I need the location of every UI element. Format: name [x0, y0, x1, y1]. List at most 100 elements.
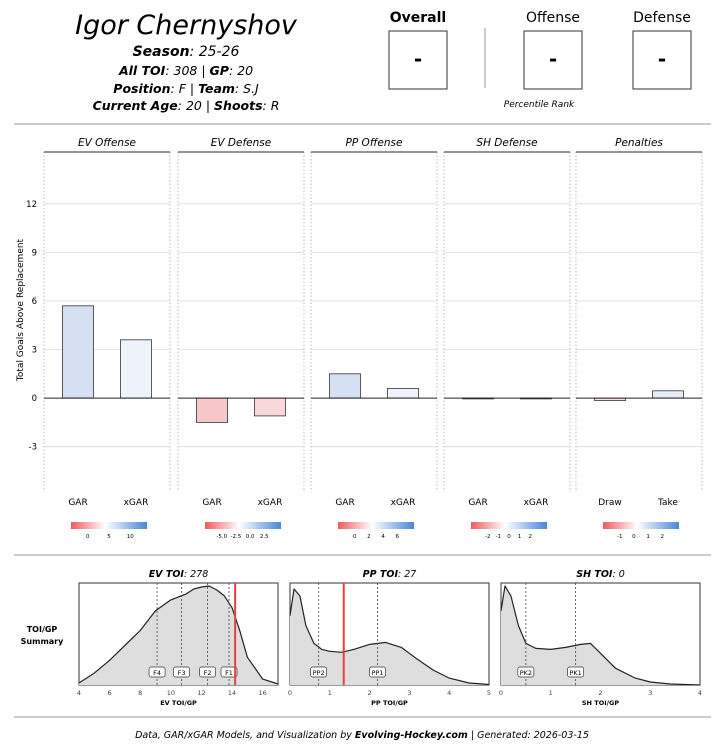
legend-tick-label: 1	[518, 534, 522, 540]
toi-summary-label: TOI/GP	[27, 625, 58, 634]
gar-panel-sh-defense: SH Defense GAR xGAR	[443, 137, 571, 508]
x-tick-label: GAR	[335, 498, 354, 508]
line-label: F4	[153, 669, 161, 677]
legend-tick-label: 0	[632, 534, 636, 540]
gar-legends: 0 5 10 -5.0 -2.5 0.0 2.5 0 2 4 6 -2 -1 0 1 2 -1 0 1 2	[71, 522, 679, 540]
bar-xgar	[254, 397, 286, 417]
bar-take	[652, 390, 684, 399]
x-tick-label: GAR	[468, 498, 487, 508]
line-label-box	[567, 666, 584, 678]
panel-title: EV Defense	[211, 137, 271, 149]
line-label: PP1	[372, 669, 384, 677]
legend-tick-label: 2	[367, 534, 371, 540]
x-tick-label: 1	[328, 689, 332, 697]
offense-value: -	[549, 47, 557, 71]
gar-panel-pp-offense: PP Offense GAR xGAR	[310, 137, 438, 508]
panel-background	[576, 152, 702, 492]
x-tick-label: 0	[499, 689, 503, 697]
bar-gar	[196, 397, 228, 423]
legend-tick-label: 2.5	[260, 534, 269, 540]
panel-title: PP Offense	[346, 137, 403, 149]
legend-tick-label: -2	[485, 534, 490, 540]
legend-colorbar	[471, 522, 547, 529]
toi-panel-sh-toi: SH TOI: 0 PK2 PK1 0 1 2 3 4 SH TOI/GP	[499, 569, 702, 707]
line-label-box	[148, 666, 166, 678]
toi-title-value: : 0	[612, 569, 624, 580]
line-label-box	[173, 666, 190, 678]
x-tick-label: xGAR	[524, 498, 549, 508]
toi-title-value: : 278	[184, 569, 208, 580]
x-tick-label: Take	[657, 498, 678, 508]
defense-box	[632, 30, 692, 90]
overall-value: -	[414, 47, 422, 71]
overall-box	[388, 30, 448, 90]
defense-label: Defense	[633, 10, 691, 26]
gar-panel-penalties: Penalties Draw Take	[575, 137, 703, 508]
density-curve	[78, 585, 279, 685]
panel-background	[178, 152, 304, 492]
panel-title: SH Defense	[476, 137, 537, 149]
x-tick-label: Draw	[598, 498, 622, 508]
x-axis-label: EV TOI/GP	[160, 699, 197, 707]
percentile-caption: Percentile Rank	[504, 100, 575, 110]
x-tick-label: xGAR	[391, 498, 416, 508]
panel-background	[444, 152, 570, 492]
legend-tick-label: 0	[507, 534, 511, 540]
x-tick-label: xGAR	[258, 498, 283, 508]
legend-colorbar	[205, 522, 281, 529]
defense-value: -	[658, 47, 666, 71]
x-tick-label: 14	[228, 689, 236, 697]
overall-label: Overall	[390, 10, 446, 26]
x-tick-label: 12	[197, 689, 205, 697]
x-axis-label: PP TOI/GP	[371, 699, 408, 707]
line-label-box	[310, 666, 328, 678]
season-line: Season: 25-26	[133, 44, 240, 60]
footer-credit: Data, GAR/xGAR Models, and Visualization…	[135, 730, 589, 741]
toi-line: All TOI: 308 | GP: 20	[118, 63, 253, 78]
x-tick-label: GAR	[202, 498, 221, 508]
gar-y-axis-label: Total Goals Above Replacement	[16, 238, 26, 382]
y-tick-label: 3	[32, 346, 37, 356]
x-tick-label: 16	[259, 689, 267, 697]
panel-title: EV Offense	[78, 137, 136, 149]
toi-panel-pp-toi: PP TOI: 27 PP2 PP1 0 1 2 3 4 5 PP TOI/GP	[288, 569, 491, 707]
legend-tick-label: 4	[381, 534, 385, 540]
legend-tick-label: 2	[661, 534, 665, 540]
toi-title-label: SH TOI	[576, 569, 613, 580]
legend-tick-label: 0.0	[246, 534, 255, 540]
bar-xgar	[387, 387, 419, 399]
x-tick-label: 0	[288, 689, 292, 697]
x-tick-label: 5	[487, 689, 491, 697]
gar-panel-ev-offense: EV Offense GAR xGAR	[43, 137, 171, 508]
player-header: Igor Chernyshov Season: 25-26 All TOI: 3…	[75, 10, 298, 113]
toi-summary-label-2: Summary	[21, 637, 64, 646]
legend-colorbar	[71, 522, 147, 529]
x-tick-label: 10	[167, 689, 175, 697]
x-tick-label: 2	[368, 689, 372, 697]
x-tick-label: GAR	[68, 498, 87, 508]
gar-chart: -3 0 3 6 9 12 EV Offense GAR xGAR EV Defense GAR xG…	[26, 137, 703, 508]
line-label: PK2	[520, 669, 532, 677]
legend-tick-label: 0	[86, 534, 90, 540]
line-label: F2	[204, 669, 212, 677]
legend-tick-label: 5	[107, 534, 111, 540]
bar-gar	[329, 373, 361, 399]
x-tick-label: 3	[407, 689, 411, 697]
y-tick-label: -3	[29, 443, 37, 453]
bar-gar	[62, 305, 94, 399]
density-curve	[289, 588, 490, 686]
legend-tick-label: -1	[496, 534, 501, 540]
toi-title-value: : 27	[398, 569, 416, 580]
line-label-box	[517, 666, 535, 678]
density-curve	[500, 585, 701, 686]
x-axis-label: SH TOI/GP	[582, 699, 619, 707]
y-tick-label: 6	[32, 297, 37, 307]
legend-tick-label: -5.0	[216, 534, 227, 540]
percentile-panel: Overall - Offense - Defense - Percentile…	[388, 10, 692, 110]
line-label-box	[369, 666, 386, 678]
density-area	[79, 586, 278, 685]
toi-title-label: EV TOI	[149, 569, 185, 580]
legend-tick-label: -2.5	[231, 534, 242, 540]
